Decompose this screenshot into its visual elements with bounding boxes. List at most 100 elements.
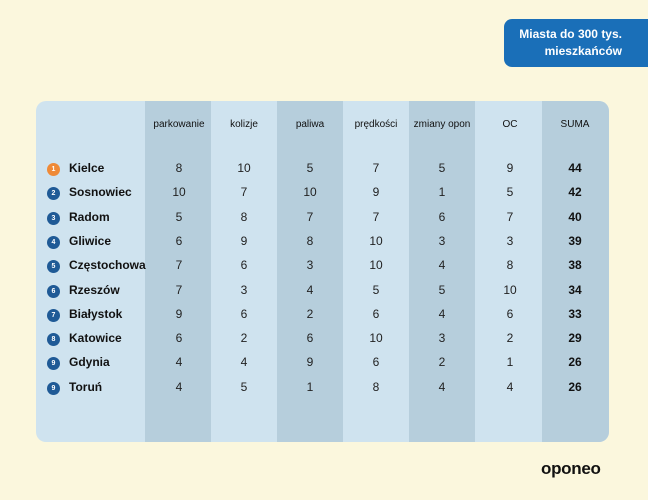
- city-name: Białystok: [69, 306, 123, 321]
- score-cell: 6: [438, 209, 446, 224]
- table-row: 8 Katowice 6 2 6 10 3 2 29: [36, 329, 609, 353]
- score-cell: 6: [175, 233, 183, 248]
- score-cell: 6: [306, 331, 314, 346]
- score-cell: 8: [372, 379, 380, 394]
- score-cell: 1: [306, 379, 314, 394]
- column-header: paliwa: [295, 119, 325, 130]
- score-cell: 5: [240, 379, 248, 394]
- rank-badge: 1: [47, 163, 60, 176]
- sum-cell: 26: [568, 355, 582, 370]
- column-header: zmiany opon: [413, 119, 471, 130]
- column-shade-paliwa: [277, 101, 343, 442]
- sum-cell: 40: [568, 209, 582, 224]
- score-cell: 8: [306, 233, 314, 248]
- score-cell: 2: [306, 306, 314, 321]
- city-name: Radom: [69, 209, 110, 224]
- table-row: 4 Gliwice 6 9 8 10 3 3 39: [36, 232, 609, 256]
- rank-badge: 7: [47, 308, 60, 322]
- column-header: parkowanie: [153, 119, 205, 130]
- table-row: 9 Gdynia 4 4 9 6 2 1 26: [36, 353, 609, 377]
- column-header: prędkości: [354, 119, 398, 130]
- score-cell: 7: [372, 161, 380, 175]
- score-cell: 10: [369, 233, 383, 248]
- score-cell: 2: [506, 331, 514, 346]
- oponeo-logo: oponeo: [541, 459, 601, 478]
- score-cell: 6: [240, 306, 248, 321]
- city-name: Kielce: [69, 161, 105, 175]
- column-header: OC: [502, 119, 518, 130]
- score-cell: 3: [306, 258, 314, 273]
- score-cell: 5: [372, 282, 380, 297]
- score-cell: 4: [438, 258, 446, 273]
- column-header: kolizje: [230, 119, 258, 130]
- score-cell: 9: [506, 161, 514, 175]
- rank-badge: 8: [47, 333, 60, 347]
- score-cell: 9: [175, 306, 183, 321]
- city-name: Katowice: [69, 331, 122, 346]
- score-cell: 6: [506, 306, 514, 321]
- table-row: 2 Sosnowiec 10 7 10 9 1 5 42: [36, 183, 609, 207]
- score-cell: 1: [438, 185, 446, 200]
- rank-badge: 9: [47, 381, 60, 395]
- score-cell: 9: [240, 233, 248, 248]
- score-cell: 4: [438, 306, 446, 321]
- score-cell: 4: [175, 379, 183, 394]
- score-cell: 5: [306, 161, 314, 175]
- score-cell: 6: [372, 306, 380, 321]
- rank-badge: 4: [47, 235, 60, 249]
- score-cell: 6: [240, 258, 248, 273]
- score-cell: 4: [240, 355, 248, 370]
- score-cell: 5: [175, 209, 183, 224]
- score-cell: 2: [438, 355, 446, 370]
- score-cell: 2: [240, 331, 248, 346]
- score-cell: 10: [172, 185, 186, 200]
- city-name: Gliwice: [69, 233, 112, 248]
- score-cell: 4: [438, 379, 446, 394]
- score-cell: 4: [506, 379, 514, 394]
- category-tag: Miasta do 300 tys. mieszkańców: [504, 19, 648, 67]
- rank-badge: 3: [47, 211, 60, 225]
- score-cell: 3: [240, 282, 248, 297]
- score-cell: 6: [372, 355, 380, 370]
- score-cell: 10: [369, 258, 383, 273]
- score-cell: 6: [175, 331, 183, 346]
- table-row: 3 Radom 5 8 7 7 6 7 40: [36, 208, 609, 232]
- score-cell: 7: [372, 209, 380, 224]
- table-row: 7 Białystok 9 6 2 6 4 6 33: [36, 305, 609, 329]
- score-cell: 10: [503, 282, 517, 297]
- table-row: 5 Częstochowa 7 6 3 10 4 8 38: [36, 256, 609, 280]
- column-shade-parkowanie: [145, 101, 211, 442]
- score-cell: 5: [506, 185, 514, 200]
- score-cell: 4: [175, 355, 183, 370]
- score-cell: 7: [306, 209, 314, 224]
- score-cell: 10: [303, 185, 317, 200]
- sum-cell: 42: [568, 185, 582, 200]
- score-cell: 3: [506, 233, 514, 248]
- sum-cell: 44: [568, 161, 582, 175]
- score-cell: 1: [506, 355, 514, 370]
- sum-cell: 39: [568, 233, 582, 248]
- ranking-table: parkowanie kolizje paliwa prędkości zmiany o…: [36, 101, 609, 442]
- score-cell: 7: [240, 185, 248, 200]
- sum-cell: 26: [568, 379, 582, 394]
- score-cell: 10: [369, 331, 383, 346]
- table-row: 9 Toruń 4 5 1 8 4 4 26: [36, 378, 609, 402]
- score-cell: 8: [506, 258, 514, 273]
- sum-cell: 34: [568, 282, 582, 297]
- category-tag-line1: Miasta do 300 tys.: [519, 27, 622, 41]
- table-row: 1 Kielce 8 10 5 7 5 9 44: [36, 159, 609, 183]
- score-cell: 5: [438, 161, 446, 175]
- score-cell: 3: [438, 233, 446, 248]
- rank-badge: 9: [47, 357, 60, 371]
- score-cell: 8: [240, 209, 248, 224]
- rank-badge: 5: [47, 260, 60, 274]
- city-name: Sosnowiec: [69, 185, 132, 200]
- score-cell: 9: [306, 355, 314, 370]
- column-header: SUMA: [560, 119, 590, 130]
- score-cell: 5: [438, 282, 446, 297]
- rank-badge: 2: [47, 187, 60, 201]
- column-shade-zmiany-opon: [409, 101, 475, 442]
- score-cell: 4: [306, 282, 314, 297]
- city-name: Gdynia: [69, 355, 110, 370]
- sum-cell: 38: [568, 258, 582, 273]
